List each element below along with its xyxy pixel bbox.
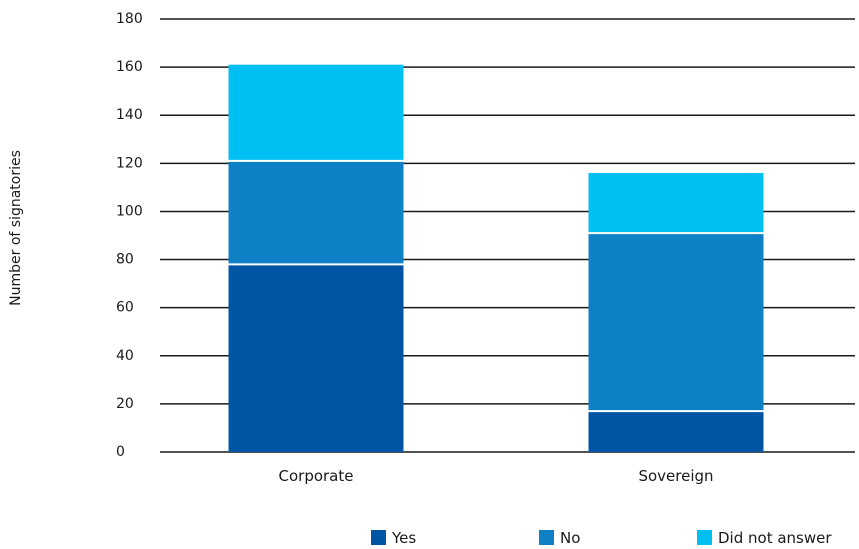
bar-segment-corporate-did-not-answer: [228, 64, 404, 161]
y-tick-label: 100: [116, 203, 143, 219]
bars: [228, 64, 764, 452]
y-tick-label: 160: [116, 59, 143, 75]
x-category-label-corporate: Corporate: [279, 467, 354, 485]
y-tick-label: 60: [116, 300, 134, 316]
legend-label-did-not-answer: Did not answer: [718, 529, 832, 547]
y-tick-label: 140: [116, 107, 143, 123]
y-tick-label: 0: [116, 444, 125, 460]
bar-segment-sovereign-no: [588, 233, 764, 412]
legend-swatch-did-not-answer: [697, 530, 712, 545]
y-tick-label: 80: [116, 252, 134, 268]
y-tick-label: 120: [116, 155, 143, 171]
y-tick-label: 20: [116, 396, 134, 412]
y-tick-label: 180: [116, 11, 143, 27]
legend: Yes No Did not answer: [371, 529, 832, 547]
x-axis-category-labels: Corporate Sovereign: [279, 467, 714, 485]
bar-segment-corporate-no: [228, 160, 404, 265]
y-axis-tick-labels: 0 20 40 60 80 100 120 140 160 180: [116, 11, 143, 460]
legend-swatch-yes: [371, 530, 386, 545]
bar-segment-corporate-yes: [228, 264, 404, 452]
legend-label-yes: Yes: [391, 529, 416, 547]
legend-swatch-no: [539, 530, 554, 545]
bar-segment-sovereign-yes: [588, 411, 764, 452]
y-axis-title: Number of signatories: [8, 150, 24, 306]
bar-segment-sovereign-did-not-answer: [588, 172, 764, 234]
x-category-label-sovereign: Sovereign: [638, 467, 713, 485]
y-tick-label: 40: [116, 348, 134, 364]
legend-label-no: No: [560, 529, 580, 547]
